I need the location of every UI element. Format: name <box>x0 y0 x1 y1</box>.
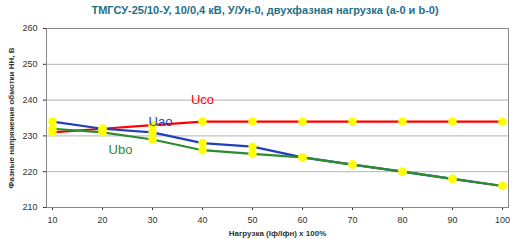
svg-text:70: 70 <box>347 215 357 225</box>
html-text:ТМГСУ-25/10-У, 10/0,4 кВ, У/Ун: ТМГСУ-25/10-У, 10/0,4 кВ, У/Ун-0, двухфа… <box>91 4 439 16</box>
svg-text:30: 30 <box>147 215 157 225</box>
svg-text:230: 230 <box>22 131 37 141</box>
svg-text:Uao: Uao <box>149 114 173 129</box>
svg-text:50: 50 <box>247 215 257 225</box>
svg-text:240: 240 <box>22 95 37 105</box>
svg-text:60: 60 <box>297 215 307 225</box>
svg-text:Нагрузка (Iф/Iфн) х 100%: Нагрузка (Iф/Iфн) х 100% <box>229 229 327 238</box>
svg-text:250: 250 <box>22 59 37 69</box>
svg-text:20: 20 <box>97 215 107 225</box>
svg-text:Uco: Uco <box>191 92 214 107</box>
svg-text:260: 260 <box>22 23 37 33</box>
svg-text:Ubo: Ubo <box>109 142 133 157</box>
svg-text:10: 10 <box>47 215 57 225</box>
svg-text:100: 100 <box>495 215 510 225</box>
svg-text:40: 40 <box>197 215 207 225</box>
svg-text:220: 220 <box>22 167 37 177</box>
svg-text:80: 80 <box>397 215 407 225</box>
svg-text:210: 210 <box>22 202 37 212</box>
svg-text:Фазные напряжения обмотки НН,: Фазные напряжения обмотки НН, В <box>7 47 16 188</box>
svg-text:90: 90 <box>447 215 457 225</box>
